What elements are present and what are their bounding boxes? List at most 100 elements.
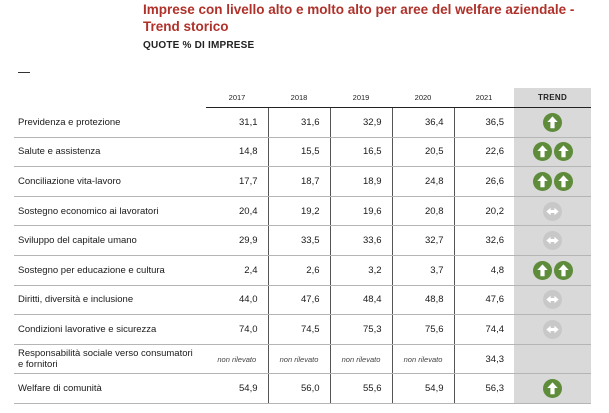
value-cell: 22,6 <box>453 137 514 168</box>
value-cell: 36,5 <box>453 107 514 138</box>
row-label: Previdenza e protezione <box>14 107 206 138</box>
table-row: Diritti, diversità e inclusione 44,0 47,6 4… <box>14 285 591 316</box>
table-body: Previdenza e protezione 31,1 31,6 32,9 36,4 3… <box>14 107 591 404</box>
arrow-up-icon <box>532 142 552 162</box>
table-row: Sviluppo del capitale umano 29,9 33,5 33,6 3… <box>14 225 591 256</box>
value-cell: 19,6 <box>329 196 392 227</box>
value-cell: 26,6 <box>453 166 514 197</box>
value-cell: 56,3 <box>453 373 514 404</box>
value-cell: 18,9 <box>329 166 392 197</box>
value-cell: 33,6 <box>329 225 392 256</box>
value-cell: non rilevato <box>391 344 454 375</box>
arrow-left-right-icon <box>543 290 562 310</box>
column-header: 2020 <box>392 88 454 108</box>
value-cell: 34,3 <box>453 344 514 375</box>
table-row: Previdenza e protezione 31,1 31,6 32,9 36,4 3… <box>14 107 591 138</box>
value-cell: 15,5 <box>267 137 330 168</box>
table-row: Condizioni lavorative e sicurezza 74,0 74,… <box>14 314 591 345</box>
value-cell: 54,9 <box>206 373 268 404</box>
value-cell: 54,9 <box>391 373 454 404</box>
value-cell: 32,9 <box>329 107 392 138</box>
value-cell: 47,6 <box>267 285 330 316</box>
value-cell: 31,6 <box>267 107 330 138</box>
value-cell: 44,0 <box>206 285 268 316</box>
row-label: Sostegno economico ai lavoratori <box>14 196 206 227</box>
value-cell: non rilevato <box>267 344 330 375</box>
arrow-up-icon <box>553 260 573 280</box>
table-header-row: 2017 2018 2019 2020 2021 TREND <box>14 88 591 108</box>
trend-icons <box>543 231 562 251</box>
value-cell: 4,8 <box>453 255 514 286</box>
table-row: Sostegno per educazione e cultura 2,4 2,6 3… <box>14 255 591 286</box>
value-cell: 20,8 <box>391 196 454 227</box>
value-cell: 74,4 <box>453 314 514 345</box>
arrow-left-right-icon <box>543 201 562 221</box>
table-row: Conciliazione vita-lavoro 17,7 18,7 18,9 24,… <box>14 166 591 197</box>
trend-icons <box>543 379 562 399</box>
value-cell: 19,2 <box>267 196 330 227</box>
row-label: Sviluppo del capitale umano <box>14 225 206 256</box>
value-cell: non rilevato <box>329 344 392 375</box>
row-label: Responsabilità sociale verso consumatori… <box>14 344 206 375</box>
row-label: Sostegno per educazione e cultura <box>14 255 206 286</box>
trend-cell <box>514 314 591 345</box>
value-cell: 48,4 <box>329 285 392 316</box>
column-header: 2017 <box>206 88 268 108</box>
trend-cell <box>514 255 591 286</box>
value-cell: 32,6 <box>453 225 514 256</box>
arrow-up-icon <box>532 260 552 280</box>
arrow-up-icon <box>553 142 573 162</box>
value-cell: 14,8 <box>206 137 268 168</box>
value-cell: 33,5 <box>267 225 330 256</box>
trend-cell <box>514 373 591 404</box>
arrow-up-icon <box>543 379 562 399</box>
column-header: 2019 <box>330 88 392 108</box>
row-label: Conciliazione vita-lavoro <box>14 166 206 197</box>
page-subtitle: QUOTE % DI IMPRESE <box>143 40 255 51</box>
arrow-left-right-icon <box>543 319 562 339</box>
value-cell: 3,2 <box>329 255 392 286</box>
trend-cell <box>514 107 591 138</box>
page-title: Imprese con livello alto e molto alto pe… <box>143 2 575 34</box>
value-cell: 56,0 <box>267 373 330 404</box>
value-cell: non rilevato <box>206 344 268 375</box>
trend-icons <box>543 201 562 221</box>
value-cell: 74,5 <box>267 314 330 345</box>
column-header: 2021 <box>454 88 514 108</box>
value-cell: 31,1 <box>206 107 268 138</box>
value-cell: 75,3 <box>329 314 392 345</box>
value-cell: 32,7 <box>391 225 454 256</box>
value-cell: 17,7 <box>206 166 268 197</box>
table-row: Responsabilità sociale verso consumatori… <box>14 344 591 375</box>
value-cell: 55,6 <box>329 373 392 404</box>
arrow-up-icon <box>553 171 573 191</box>
table-row: Salute e assistenza 14,8 15,5 16,5 20,5 22,6 <box>14 137 591 168</box>
trend-cell <box>514 166 591 197</box>
value-cell: 29,9 <box>206 225 268 256</box>
row-label: Condizioni lavorative e sicurezza <box>14 314 206 345</box>
value-cell: 47,6 <box>453 285 514 316</box>
column-header: 2018 <box>268 88 330 108</box>
row-label: Welfare di comunità <box>14 373 206 404</box>
trend-cell <box>514 137 591 168</box>
trend-cell <box>514 344 591 375</box>
trend-column-header: TREND <box>514 88 591 108</box>
trend-table: 2017 2018 2019 2020 2021 TREND Previdenz… <box>14 88 591 404</box>
value-cell: 20,2 <box>453 196 514 227</box>
trend-icons <box>532 171 573 191</box>
value-cell: 36,4 <box>391 107 454 138</box>
value-cell: 20,5 <box>391 137 454 168</box>
value-cell: 20,4 <box>206 196 268 227</box>
value-cell: 74,0 <box>206 314 268 345</box>
value-cell: 48,8 <box>391 285 454 316</box>
value-cell: 2,4 <box>206 255 268 286</box>
trend-icons <box>543 319 562 339</box>
arrow-up-icon <box>543 112 562 132</box>
trend-icons <box>532 142 573 162</box>
trend-cell <box>514 196 591 227</box>
trend-icons <box>532 260 573 280</box>
arrow-left-right-icon <box>543 231 562 251</box>
value-cell: 18,7 <box>267 166 330 197</box>
title-rule <box>18 72 30 73</box>
trend-icons <box>543 112 562 132</box>
